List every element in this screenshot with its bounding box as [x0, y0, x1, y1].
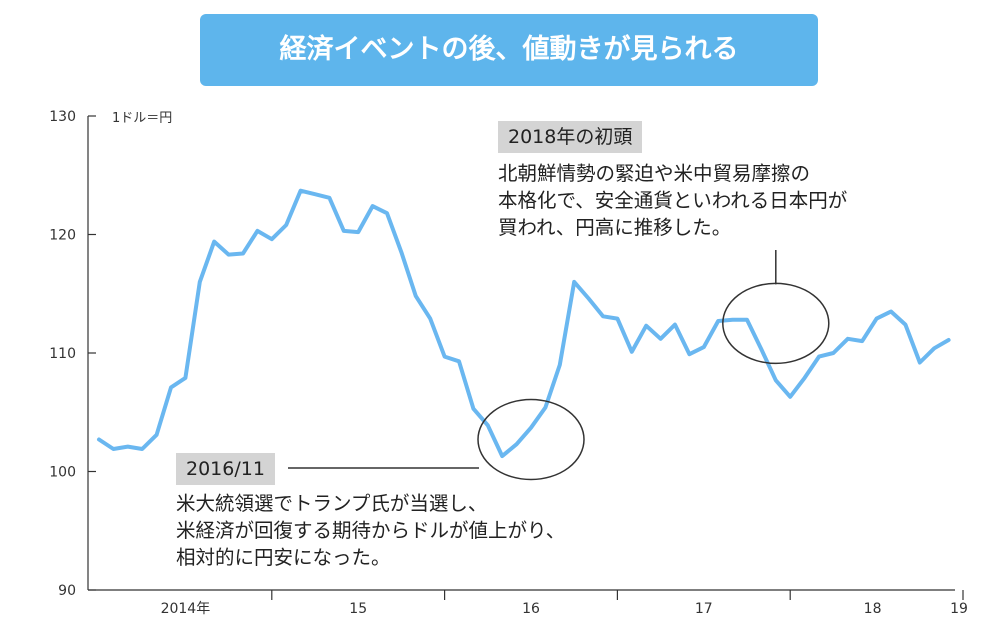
chart-title-banner: 経済イベントの後、値動きが見られる — [200, 14, 818, 86]
x-tick-label: 16 — [522, 601, 540, 617]
x-tick-label: 19 — [950, 601, 968, 617]
y-tick-label: 90 — [58, 583, 76, 599]
x-tick-label: 17 — [695, 601, 713, 617]
x-tick-label: 18 — [864, 601, 882, 617]
annotation-2018-line: 買われ、円高に推移した。 — [498, 216, 732, 239]
chart-ticks: 90 100 110 120 130 2014年 15 16 17 18 19 — [49, 109, 968, 617]
y-tick-label: 110 — [49, 346, 76, 362]
x-tick-label: 2014年 — [161, 601, 211, 617]
annotation-2018-line: 北朝鮮情勢の緊迫や米中貿易摩擦の — [498, 162, 811, 185]
highlight-circle-2018 — [722, 282, 830, 365]
annotation-2016-line: 米大統領選でトランプ氏が当選し、 — [176, 492, 488, 515]
annotation-2016-line: 米経済が回復する期待からドルが値上がり、 — [176, 519, 566, 542]
y-tick-label: 130 — [49, 109, 76, 125]
annotation-layer — [288, 250, 830, 481]
annotation-2018-label: 2018年の初頭 — [498, 121, 643, 153]
annotation-2018-text: 北朝鮮情勢の緊迫や米中貿易摩擦の 本格化で、安全通貨といわれる日本円が 買われ、… — [498, 160, 847, 241]
y-tick-label: 120 — [49, 228, 76, 244]
annotation-2018-line: 本格化で、安全通貨といわれる日本円が — [498, 189, 848, 212]
y-unit-label: 1ドル＝円 — [112, 111, 172, 126]
x-tick-label: 15 — [349, 601, 367, 617]
annotation-2016-label: 2016/11 — [176, 453, 275, 485]
annotation-2016-text: 米大統領選でトランプ氏が当選し、 米経済が回復する期待からドルが値上がり、 相対… — [176, 490, 565, 571]
annotation-2016-line: 相対的に円安になった。 — [176, 546, 391, 569]
usd-jpy-line — [97, 188, 951, 459]
y-tick-label: 100 — [49, 465, 76, 481]
series-layer — [97, 188, 951, 459]
highlight-circle-2016 — [477, 398, 585, 481]
